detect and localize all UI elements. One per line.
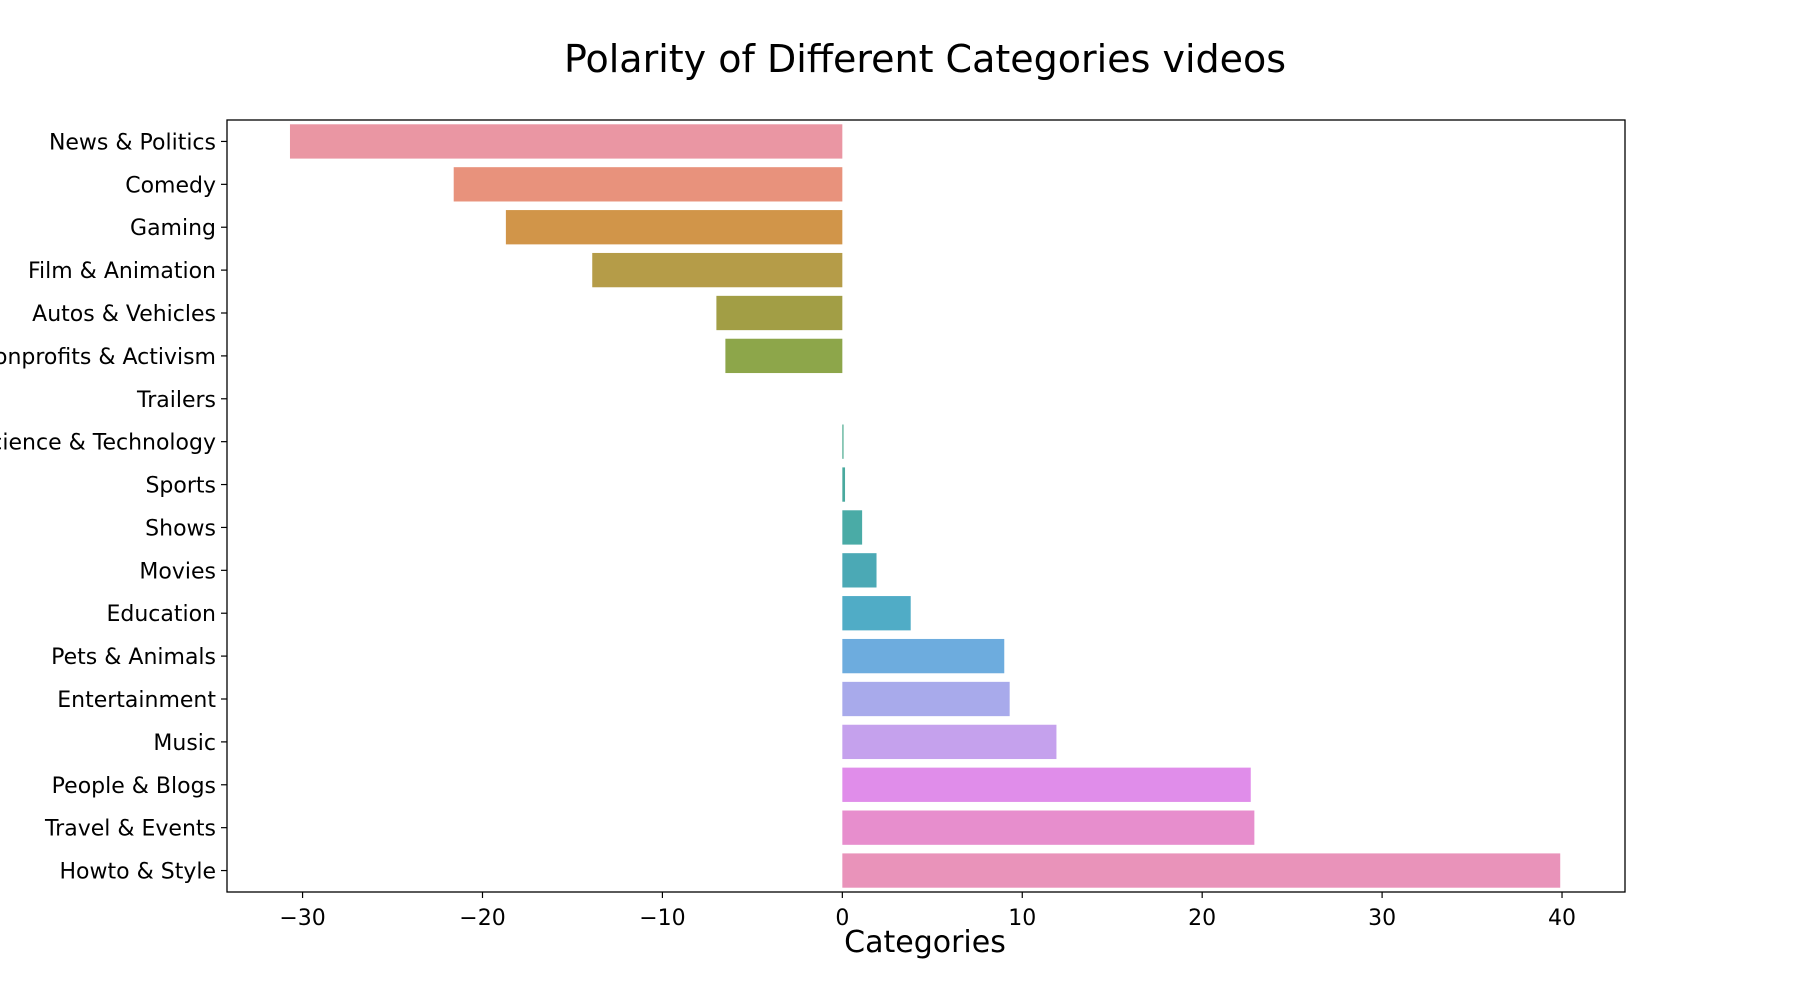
y-tick-label: Entertainment xyxy=(57,688,216,713)
bar-entertainment xyxy=(842,681,1010,717)
bar-howto-and-style xyxy=(842,853,1561,888)
bar-comedy xyxy=(453,167,843,202)
y-tick-label: Gaming xyxy=(130,216,216,241)
x-tick-label: 20 xyxy=(1188,906,1216,931)
x-tick-label: −20 xyxy=(459,906,505,931)
y-axis-ticks: News & Politics Comedy Gaming Film & Animat… xyxy=(0,130,227,885)
y-tick-label: Nonprofits & Activism xyxy=(0,345,216,370)
y-tick-label: People & Blogs xyxy=(52,774,216,799)
y-tick-label: Autos & Vehicles xyxy=(32,302,216,327)
y-tick-label: Comedy xyxy=(125,173,216,198)
y-tick-label: Pets & Animals xyxy=(51,645,216,670)
y-tick-label: Howto & Style xyxy=(60,860,216,885)
plot-frame xyxy=(226,119,1626,893)
y-tick-label: Trailers xyxy=(136,388,216,413)
bar-film-and-animation xyxy=(592,252,843,288)
x-axis-label: Categories xyxy=(844,925,1006,960)
y-tick-label: News & Politics xyxy=(49,130,216,155)
bar-shows xyxy=(842,510,863,545)
bar-education xyxy=(842,596,911,631)
bar-sports xyxy=(842,467,846,502)
bar-news-and-politics xyxy=(289,124,843,159)
bar-people-and-blogs xyxy=(842,767,1251,802)
bars-group xyxy=(289,124,1561,888)
x-tick-label: −10 xyxy=(639,906,685,931)
bar-pets-and-animals xyxy=(842,638,1005,674)
y-tick-label: Music xyxy=(153,731,216,756)
x-tick-label: 40 xyxy=(1548,906,1576,931)
y-tick-label: Sports xyxy=(145,474,216,499)
bar-movies xyxy=(842,553,877,588)
y-tick-label: Science & Technology xyxy=(0,431,216,456)
x-axis-ticks: −30 −20 −10 0 10 20 30 40 xyxy=(279,892,1576,931)
y-tick-label: Education xyxy=(106,602,216,627)
x-tick-label: 30 xyxy=(1368,906,1396,931)
bar-gaming xyxy=(505,210,843,245)
y-tick-label: Movies xyxy=(139,559,216,584)
y-tick-label: Travel & Events xyxy=(44,817,216,842)
chart-title: Polarity of Different Categories videos xyxy=(564,37,1286,81)
x-tick-label: 10 xyxy=(1008,906,1036,931)
bar-science-and-technology xyxy=(842,424,844,459)
bar-music xyxy=(842,724,1057,760)
bar-nonprofits-and-activism xyxy=(725,338,843,374)
bar-travel-and-events xyxy=(842,810,1255,845)
y-tick-label: Shows xyxy=(145,516,216,541)
x-tick-label: 0 xyxy=(835,906,849,931)
bar-autos-and-vehicles xyxy=(716,295,843,331)
y-tick-label: Film & Animation xyxy=(28,259,216,284)
x-tick-label: −30 xyxy=(279,906,325,931)
